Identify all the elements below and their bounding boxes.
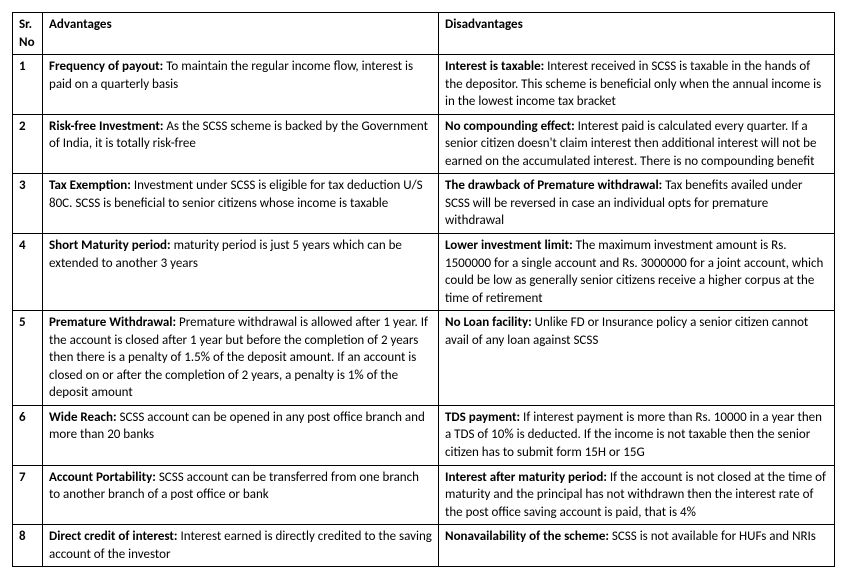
cell-disadvantage: Interest is taxable: Interest received i…: [439, 55, 835, 115]
cell-advantage: Tax Exemption: Investment under SCSS is …: [43, 174, 439, 234]
cell-advantage: Wide Reach: SCSS account can be opened i…: [43, 405, 439, 465]
cell-advantage: Risk-free Investment: As the SCSS scheme…: [43, 114, 439, 174]
cell-srno: 5: [13, 311, 43, 406]
cell-srno: 6: [13, 405, 43, 465]
cell-disadvantage: The drawback of Premature withdrawal: Ta…: [439, 174, 835, 234]
disadvantage-lead: Interest after maturity period:: [445, 470, 610, 485]
table-row: 3Tax Exemption: Investment under SCSS is…: [13, 174, 835, 234]
table-row: 1Frequency of payout: To maintain the re…: [13, 55, 835, 115]
header-disadvantages: Disadvantages: [439, 13, 835, 55]
advantage-lead: Premature Withdrawal:: [49, 315, 179, 330]
cell-disadvantage: No compounding effect: Interest paid is …: [439, 114, 835, 174]
cell-disadvantage: No Loan facility: Unlike FD or Insurance…: [439, 311, 835, 406]
advantage-lead: Account Portability:: [49, 470, 159, 485]
cell-srno: 7: [13, 465, 43, 525]
table-row: 4Short Maturity period: maturity period …: [13, 234, 835, 311]
disadvantage-body: SCSS is not available for HUFs and NRIs: [612, 529, 816, 544]
cell-srno: 2: [13, 114, 43, 174]
cell-disadvantage: Lower investment limit: The maximum inve…: [439, 234, 835, 311]
table-row: 6Wide Reach: SCSS account can be opened …: [13, 405, 835, 465]
disadvantage-lead: Nonavailability of the scheme:: [445, 529, 612, 544]
disadvantage-lead: No compounding effect:: [445, 119, 578, 134]
advantage-lead: Direct credit of interest:: [49, 529, 180, 544]
table-row: 5Premature Withdrawal: Premature withdra…: [13, 311, 835, 406]
cell-advantage: Direct credit of interest: Interest earn…: [43, 525, 439, 567]
advantage-lead: Short Maturity period:: [49, 238, 174, 253]
disadvantage-lead: No Loan facility:: [445, 315, 535, 330]
cell-advantage: Frequency of payout: To maintain the reg…: [43, 55, 439, 115]
cell-advantage: Account Portability: SCSS account can be…: [43, 465, 439, 525]
table-body: 1Frequency of payout: To maintain the re…: [13, 55, 835, 567]
cell-advantage: Short Maturity period: maturity period i…: [43, 234, 439, 311]
header-srno: Sr. No: [13, 13, 43, 55]
disadvantage-lead: TDS payment:: [445, 410, 523, 425]
cell-srno: 1: [13, 55, 43, 115]
header-advantages: Advantages: [43, 13, 439, 55]
cell-srno: 8: [13, 525, 43, 567]
table-row: 7Account Portability: SCSS account can b…: [13, 465, 835, 525]
table-header-row: Sr. No Advantages Disadvantages: [13, 13, 835, 55]
table-row: 2Risk-free Investment: As the SCSS schem…: [13, 114, 835, 174]
advantage-lead: Wide Reach:: [49, 410, 119, 425]
cell-advantage: Premature Withdrawal: Premature withdraw…: [43, 311, 439, 406]
cell-srno: 4: [13, 234, 43, 311]
disadvantage-lead: Interest is taxable:: [445, 59, 547, 74]
disadvantage-lead: Lower investment limit:: [445, 238, 576, 253]
scss-table: Sr. No Advantages Disadvantages 1Frequen…: [12, 12, 835, 567]
cell-disadvantage: TDS payment: If interest payment is more…: [439, 405, 835, 465]
cell-disadvantage: Nonavailability of the scheme: SCSS is n…: [439, 525, 835, 567]
cell-disadvantage: Interest after maturity period: If the a…: [439, 465, 835, 525]
advantage-lead: Risk-free Investment:: [49, 119, 166, 134]
advantage-lead: Frequency of payout:: [49, 59, 166, 74]
disadvantage-lead: The drawback of Premature withdrawal:: [445, 178, 665, 193]
table-row: 8Direct credit of interest: Interest ear…: [13, 525, 835, 567]
advantage-lead: Tax Exemption:: [49, 178, 134, 193]
cell-srno: 3: [13, 174, 43, 234]
